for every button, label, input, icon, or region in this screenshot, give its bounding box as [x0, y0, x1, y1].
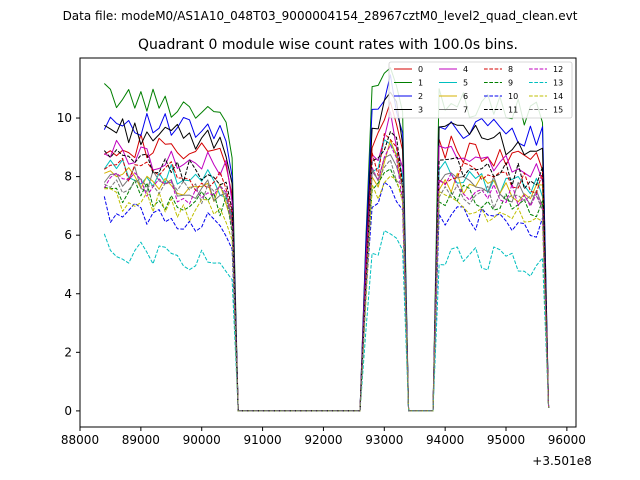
legend-label-11: 11	[508, 106, 518, 115]
legend-label-1: 1	[418, 79, 423, 88]
legend-label-15: 15	[553, 106, 563, 115]
y-tick-label: 10	[57, 111, 72, 125]
x-tick-label: 95000	[487, 433, 525, 447]
legend-label-10: 10	[508, 92, 518, 101]
x-tick-label: 90000	[183, 433, 221, 447]
y-tick-label: 0	[64, 404, 72, 418]
series-line-14	[104, 175, 550, 412]
x-tick-label: 89000	[122, 433, 160, 447]
x-tick-label: 92000	[304, 433, 342, 447]
legend-label-3: 3	[418, 106, 423, 115]
series-line-13	[103, 230, 550, 412]
legend-label-6: 6	[463, 92, 468, 101]
legend-label-4: 4	[463, 65, 468, 74]
y-tick-label: 2	[64, 345, 72, 359]
y-axis: 0 2 4 6 8 10	[57, 111, 80, 418]
x-tick-label: 94000	[426, 433, 464, 447]
legend-label-5: 5	[463, 79, 468, 88]
axes-frame	[79, 57, 577, 428]
legend-label-8: 8	[508, 65, 513, 74]
x-tick-label: 93000	[365, 433, 403, 447]
legend-label-13: 13	[553, 79, 563, 88]
x-axis-offset-label: +3.501e8	[532, 454, 591, 468]
x-tick-label: 91000	[243, 433, 281, 447]
y-tick-label: 8	[64, 170, 72, 184]
plot-area: 88000 89000 90000 91000 92000 93000 94000 95000…	[57, 57, 592, 468]
series-line-15	[104, 159, 550, 412]
legend-label-2: 2	[418, 92, 423, 101]
figure-suptitle: Data file: modeM0/AS1A10_048T03_90000041…	[63, 9, 578, 23]
legend-label-9: 9	[508, 79, 513, 88]
series-line-8	[104, 133, 550, 412]
chart-title: Quadrant 0 module wise count rates with …	[138, 37, 518, 53]
y-tick-label: 4	[64, 287, 72, 301]
legend-box	[388, 61, 573, 119]
series-lines	[103, 67, 550, 412]
legend-label-0: 0	[418, 65, 423, 74]
legend-label-14: 14	[553, 92, 563, 101]
x-axis: 88000 89000 90000 91000 92000 93000 94000 95000…	[61, 427, 586, 447]
x-tick-label: 88000	[61, 433, 99, 447]
y-tick-label: 6	[64, 228, 72, 242]
legend-label-7: 7	[463, 106, 468, 115]
x-tick-label: 96000	[548, 433, 586, 447]
legend-label-12: 12	[553, 65, 563, 74]
